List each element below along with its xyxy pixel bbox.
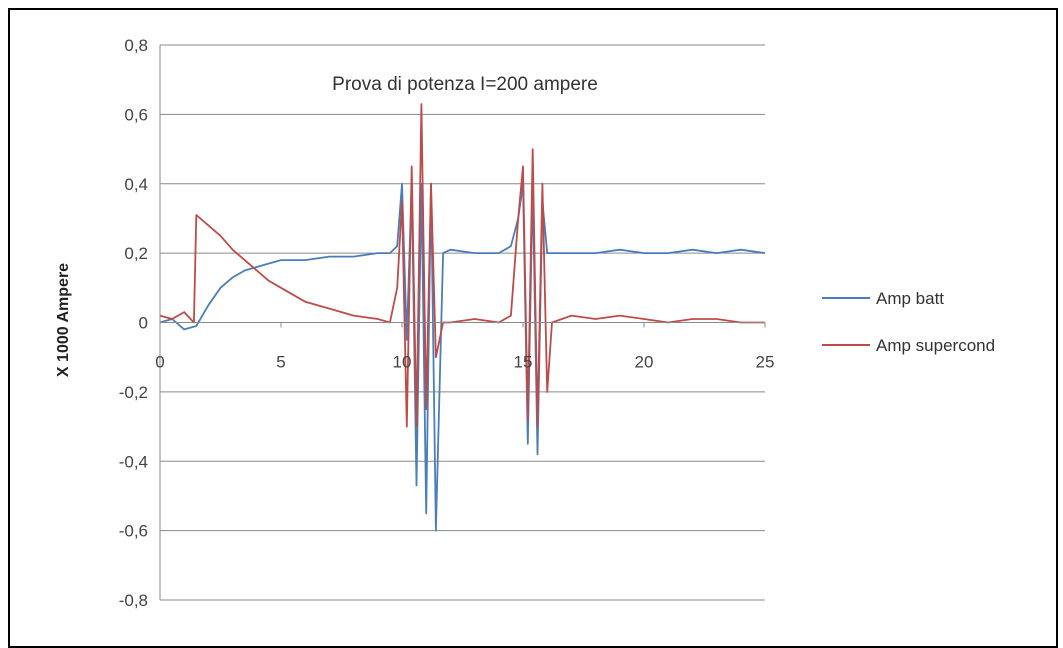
y-tick-label: -0,8 — [119, 591, 148, 610]
series-layer — [159, 103, 766, 532]
y-tick-label: 0,2 — [124, 244, 148, 263]
y-tick-label: 0 — [139, 314, 148, 333]
line-chart: 0,80,60,40,20-0,2-0,4-0,6-0,80 5 10 15 20 25 … — [55, 36, 995, 610]
axes: 0,8 0,6 0,4 0,2 0 -0,2 -0,4 -0,6 -0,8 0 5 10 15 20 25 — [119, 36, 775, 610]
chart-title: Prova di potenza I=200 ampere — [332, 74, 598, 95]
x-tick-label: 10 — [393, 353, 412, 372]
x-tick-label: 5 — [276, 353, 285, 372]
y-tick-label: -0,6 — [119, 522, 148, 541]
x-tick-label: 15 — [514, 353, 533, 372]
legend: Amp batt Amp supercond — [822, 289, 995, 355]
x-tick-label: 20 — [635, 353, 654, 372]
x-tick-label: 0 — [155, 353, 164, 372]
y-tick-label: 0,6 — [124, 105, 148, 124]
y-tick-label: 0,8 — [124, 36, 148, 55]
series-line-amp-batt — [159, 182, 766, 532]
legend-entry-label: Amp batt — [876, 289, 944, 308]
legend-entry-label: Amp supercond — [876, 336, 995, 355]
y-tick-label: -0,4 — [119, 452, 148, 471]
y-tick-label: 0,4 — [124, 175, 148, 194]
series-line-amp-supercond — [159, 103, 765, 428]
y-axis-label: X 1000 Ampere — [55, 263, 72, 377]
gridlines — [160, 44, 765, 601]
y-tick-label: -0,2 — [119, 383, 148, 402]
x-tick-label: 25 — [756, 353, 775, 372]
